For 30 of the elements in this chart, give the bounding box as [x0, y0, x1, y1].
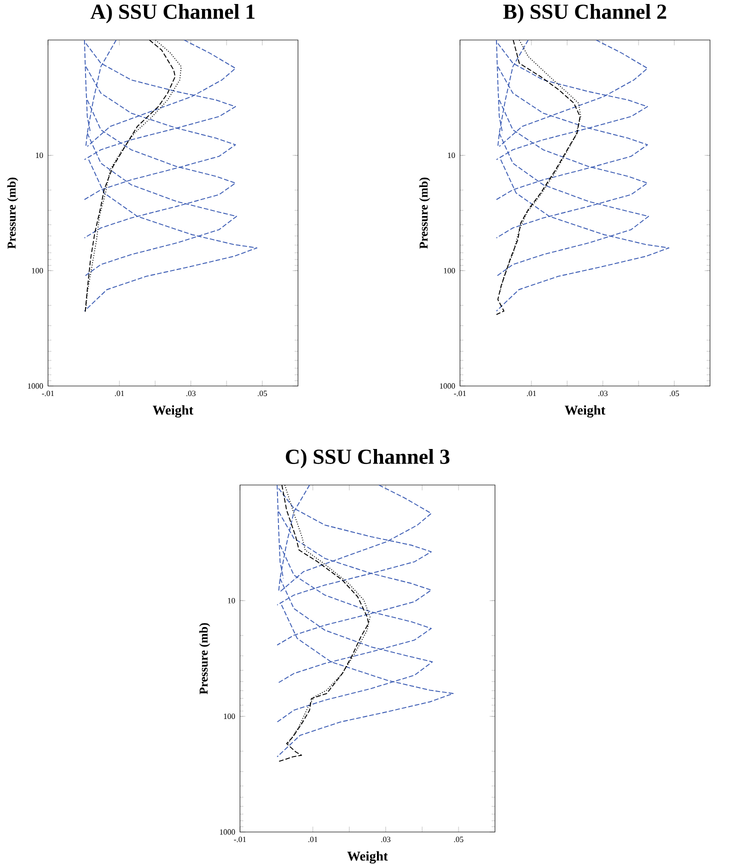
y-tick-label: 10 — [448, 152, 455, 158]
x-tick-label: .03 — [381, 836, 390, 842]
y-tick-label: 10 — [36, 152, 43, 158]
x-axis-title: Weight — [152, 405, 194, 418]
y-tick-label: 100 — [444, 268, 455, 274]
chart-title: B) SSU Channel 2 — [503, 4, 666, 24]
y-tick-label: 1000 — [440, 383, 455, 389]
x-axis-title: Weight — [347, 851, 388, 864]
x-tick-label: -.01 — [454, 390, 466, 396]
chart-title: A) SSU Channel 1 — [90, 4, 255, 24]
y-axis-title: Pressure (mb) — [7, 178, 18, 249]
x-tick-label: .05 — [258, 390, 267, 396]
y-tick-label: 1000 — [28, 383, 43, 389]
x-tick-label: .01 — [526, 390, 536, 396]
x-tick-label: .03 — [186, 390, 196, 396]
x-tick-label: -.01 — [234, 836, 246, 842]
x-tick-label: .05 — [670, 390, 679, 396]
x-tick-label: .05 — [454, 836, 464, 842]
x-tick-label: .01 — [308, 836, 318, 842]
chart-title: C) SSU Channel 3 — [286, 448, 450, 468]
x-axis-title: Weight — [564, 405, 606, 418]
x-tick-label: .03 — [598, 390, 608, 396]
y-tick-label: 10 — [228, 598, 235, 604]
y-tick-label: 100 — [32, 268, 43, 274]
y-tick-label: 100 — [224, 714, 235, 720]
y-tick-label: 1000 — [220, 829, 235, 835]
y-axis-title: Pressure (mb) — [199, 623, 210, 694]
x-tick-label: .01 — [114, 390, 124, 396]
y-axis-title: Pressure (mb) — [419, 178, 430, 249]
x-tick-label: -.01 — [42, 390, 54, 396]
